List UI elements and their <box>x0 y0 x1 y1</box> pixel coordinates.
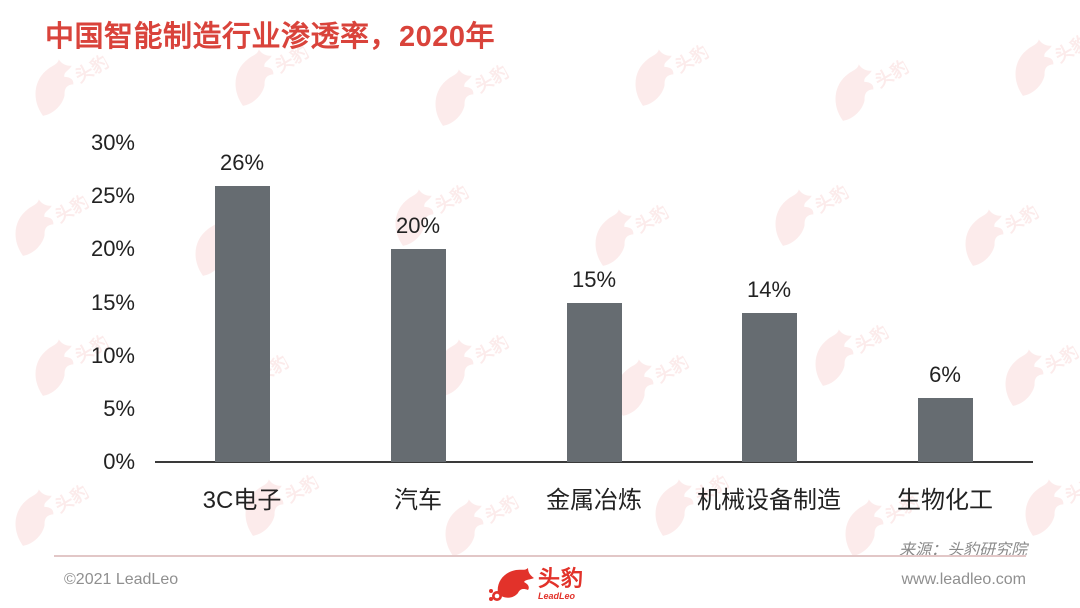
y-tick-label: 0% <box>103 449 135 474</box>
category-label: 3C电子 <box>202 487 282 514</box>
y-tick-label: 25% <box>90 183 135 209</box>
category-label: 汽车 <box>394 487 442 514</box>
logo-text-en: LeadLeo <box>538 590 576 601</box>
bar-chart: 0% 5% 10% 15% 20% 25% 30% 26% 20% 15% 14% 6% 3C电子 汽… <box>90 130 1033 514</box>
bar-value-label: 20% <box>395 213 441 239</box>
bar-value-label: 6% <box>929 362 961 388</box>
source-note: 来源：头豹研究院 <box>898 542 1027 559</box>
bar <box>741 313 797 462</box>
leopard-head-icon <box>489 568 534 601</box>
x-axis-line <box>155 461 1033 463</box>
bar <box>917 398 973 462</box>
y-tick-label: 5% <box>103 395 135 421</box>
bar-value-label: 26% <box>219 149 265 175</box>
y-tick-label: 20% <box>90 236 135 262</box>
bar-value-label: 14% <box>746 277 792 303</box>
y-tick-label: 30% <box>90 130 135 155</box>
y-tick-label: 10% <box>90 342 135 368</box>
bar-value-label: 15% <box>571 266 617 292</box>
bar <box>566 302 622 462</box>
bar <box>390 249 446 462</box>
logo-text-cn: 头豹 <box>538 565 585 591</box>
category-label: 生物化工 <box>897 487 993 514</box>
brand-logo: 头豹 LeadLeo <box>488 562 598 606</box>
copyright-text: ©2021 LeadLeo <box>64 571 179 588</box>
category-label: 金属冶炼 <box>546 487 642 514</box>
category-label: 机械设备制造 <box>697 487 841 514</box>
y-tick-label: 15% <box>90 289 135 315</box>
website-link[interactable]: www.leadleo.com <box>901 571 1027 588</box>
bar <box>214 185 270 462</box>
footer-divider <box>54 555 1026 557</box>
chart-title: 中国智能制造行业渗透率，2020年 <box>45 21 496 53</box>
